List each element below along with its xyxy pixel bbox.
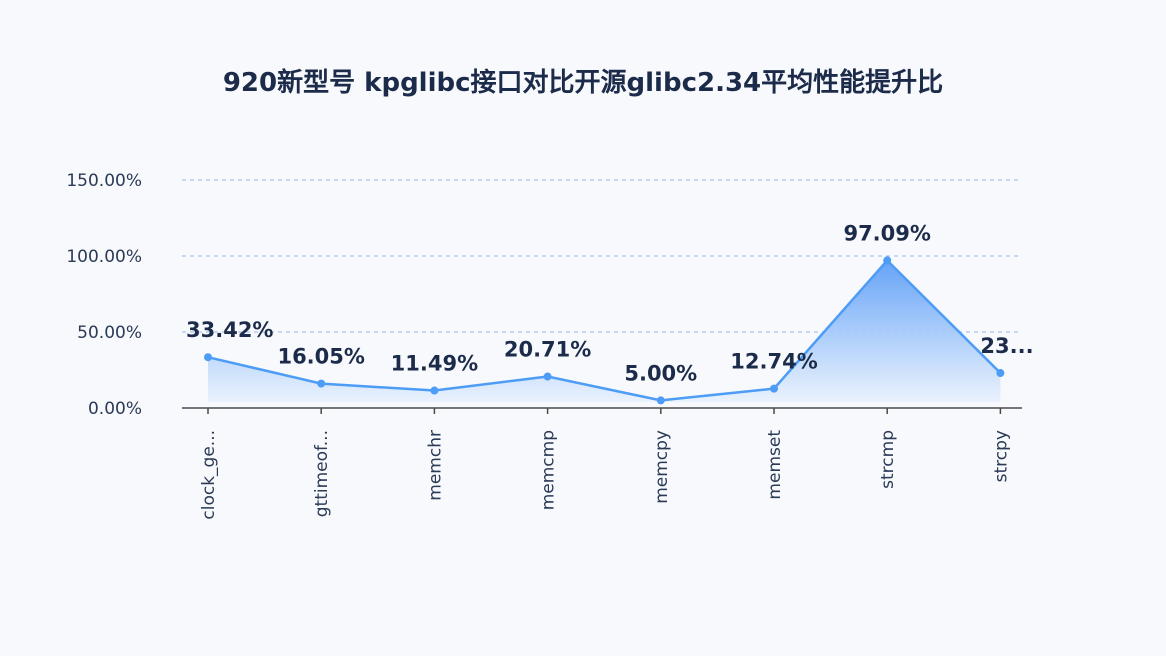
data-label: 11.49% <box>391 352 478 376</box>
y-tick-label: 0.00% <box>88 399 142 419</box>
data-point <box>204 353 212 362</box>
data-label: 16.05% <box>277 345 364 369</box>
data-point <box>656 396 665 405</box>
data-point <box>883 256 892 265</box>
data-label: 12.74% <box>730 350 817 374</box>
data-point <box>996 369 1005 378</box>
data-point <box>430 386 439 395</box>
category-label: memcpy <box>652 430 672 504</box>
category-label: clock_ge... <box>199 430 219 520</box>
category-label: gttimeof... <box>312 430 332 517</box>
data-label: 33.42% <box>186 318 273 342</box>
data-point <box>317 379 326 388</box>
data-point <box>543 372 552 381</box>
category-label: strcmp <box>878 430 898 489</box>
category-label: memset <box>765 430 785 500</box>
series-line <box>207 259 1002 402</box>
category-label: strcpy <box>991 430 1011 482</box>
y-tick-label: 50.00% <box>77 323 142 343</box>
data-label: 20.71% <box>504 338 591 362</box>
area-fill <box>208 260 1001 402</box>
y-tick-label: 150.00% <box>66 171 142 191</box>
y-tick-label: 100.00% <box>66 247 142 267</box>
data-point <box>770 384 778 393</box>
data-label: 5.00% <box>624 361 697 385</box>
category-label: memchr <box>425 430 445 501</box>
data-label: 97.09% <box>843 221 930 245</box>
data-label: 23... <box>980 334 1033 358</box>
chart-title: 920新型号 kpglibc接口对比开源glibc2.34平均性能提升比 <box>222 68 944 98</box>
category-label: memcmp <box>539 430 559 510</box>
